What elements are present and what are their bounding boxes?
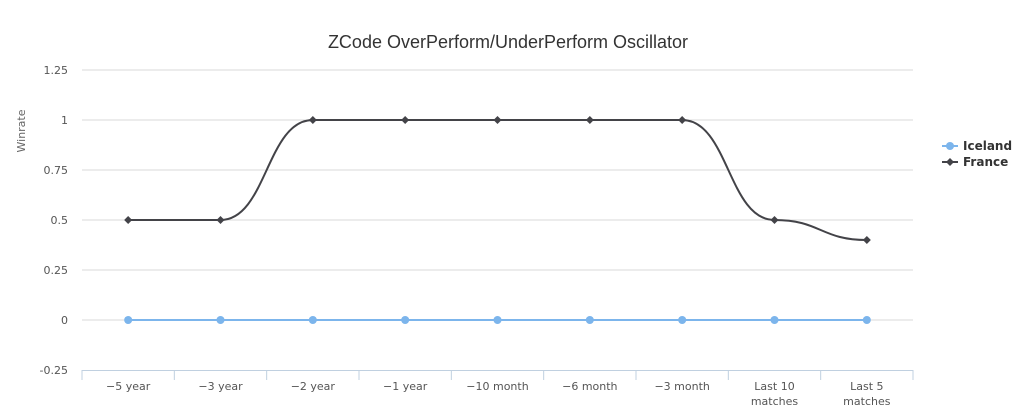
legend: Iceland France: [942, 139, 1012, 169]
x-tick-label: −6 month: [562, 380, 617, 393]
x-tick-label: −3 month: [654, 380, 709, 393]
data-point[interactable]: [401, 116, 410, 124]
legend-marker: [946, 142, 954, 150]
legend-item-iceland[interactable]: Iceland: [942, 139, 1012, 153]
x-tick-label: Last 10 matches: [751, 380, 799, 408]
y-axis-label: Winrate: [15, 109, 28, 152]
x-tick-label: −2 year: [291, 380, 336, 393]
y-tick-label: -0.25: [40, 364, 68, 377]
x-tick-label: −3 year: [198, 380, 243, 393]
data-point[interactable]: [124, 216, 133, 224]
series-line: [128, 118, 867, 241]
y-tick-label: 1: [61, 114, 68, 127]
data-point[interactable]: [124, 316, 133, 324]
x-tick-label: −5 year: [106, 380, 151, 393]
data-point[interactable]: [216, 216, 225, 224]
data-point[interactable]: [493, 316, 502, 324]
data-point[interactable]: [216, 316, 225, 324]
x-tick-label: −1 year: [383, 380, 428, 393]
y-tick-label: 0.75: [44, 164, 69, 177]
grid: [82, 69, 913, 321]
legend-item-france[interactable]: France: [942, 155, 1008, 169]
y-tick-label: 0.25: [44, 264, 69, 277]
series-layer: [124, 116, 871, 324]
data-point[interactable]: [770, 216, 779, 224]
x-axis: [81, 370, 914, 380]
y-tick-label: 0.5: [51, 214, 69, 227]
data-point[interactable]: [862, 236, 871, 244]
series-france: [124, 116, 871, 244]
y-tick-label: 0: [61, 314, 68, 327]
y-tick-label: 1.25: [44, 64, 69, 77]
data-point[interactable]: [678, 316, 687, 324]
legend-label: Iceland: [963, 139, 1012, 153]
data-point[interactable]: [401, 316, 410, 324]
data-point[interactable]: [770, 316, 779, 324]
x-tick-label: −10 month: [466, 380, 528, 393]
data-point[interactable]: [862, 316, 871, 324]
data-point[interactable]: [308, 316, 317, 324]
data-point[interactable]: [678, 116, 687, 124]
legend-label: France: [963, 155, 1008, 169]
legend-marker: [946, 158, 954, 166]
chart-title: ZCode OverPerform/UnderPerform Oscillato…: [328, 32, 688, 52]
series-iceland: [124, 316, 871, 324]
x-tick-label: Last 5 matches: [843, 380, 891, 408]
data-point[interactable]: [585, 316, 594, 324]
data-point[interactable]: [308, 116, 317, 124]
y-axis-ticks: -0.25 0 0.25 0.5 0.75 1 1.25: [40, 64, 68, 377]
x-axis-ticks: −5 year −3 year −2 year −1 year −10 month −6 …: [106, 380, 891, 408]
data-point[interactable]: [585, 116, 594, 124]
data-point[interactable]: [493, 116, 502, 124]
